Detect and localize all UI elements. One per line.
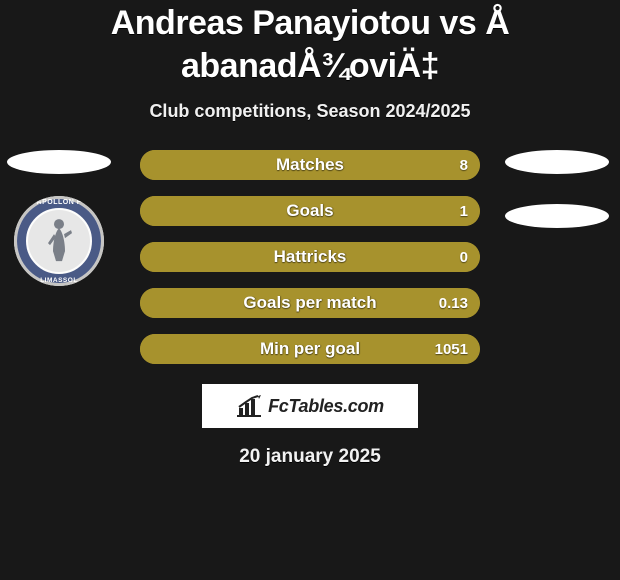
bar-label: Hattricks: [274, 247, 347, 267]
bar-value-right: 0.13: [439, 295, 468, 312]
club-logo-figure-icon: [44, 217, 74, 263]
page-title: Andreas Panayiotou vs Å abanadÅ¾oviÄ‡: [0, 2, 620, 87]
stat-bars-container: Matches 8 Goals 1 Hattricks 0 Goals per match 0…: [140, 150, 480, 364]
left-side-column: APOLLON F LIMASSOL: [4, 150, 114, 286]
stat-bar: Goals per match 0.13: [140, 288, 480, 318]
bar-value-right: 1051: [435, 341, 468, 358]
placeholder-ellipse: [505, 150, 609, 174]
bar-value-right: 8: [460, 157, 468, 174]
club-logo-top-text: APOLLON F: [37, 199, 82, 206]
bar-label: Matches: [276, 155, 344, 175]
bar-value-right: 0: [460, 249, 468, 266]
club-logo-bottom-text: LIMASSOL: [40, 277, 78, 284]
stat-bar: Matches 8: [140, 150, 480, 180]
subtitle: Club competitions, Season 2024/2025: [0, 101, 620, 122]
club-logo-apollon: APOLLON F LIMASSOL: [14, 196, 104, 286]
placeholder-ellipse: [7, 150, 111, 174]
brand-text: FcTables.com: [268, 396, 384, 417]
stat-bar: Goals 1: [140, 196, 480, 226]
bar-label: Min per goal: [260, 339, 360, 359]
stats-comparison-card: Andreas Panayiotou vs Å abanadÅ¾oviÄ‡ Cl…: [0, 0, 620, 468]
bar-chart-icon: [236, 395, 262, 417]
bar-value-right: 1: [460, 203, 468, 220]
stat-bar: Min per goal 1051: [140, 334, 480, 364]
date-text: 20 january 2025: [0, 446, 620, 468]
bar-label: Goals per match: [243, 293, 376, 313]
placeholder-ellipse: [505, 204, 609, 228]
right-side-column: [502, 150, 612, 228]
bar-label: Goals: [286, 201, 333, 221]
stat-bar: Hattricks 0: [140, 242, 480, 272]
brand-box[interactable]: FcTables.com: [202, 384, 418, 428]
main-area: APOLLON F LIMASSOL Matches 8 Goals 1 Hattric…: [0, 150, 620, 364]
